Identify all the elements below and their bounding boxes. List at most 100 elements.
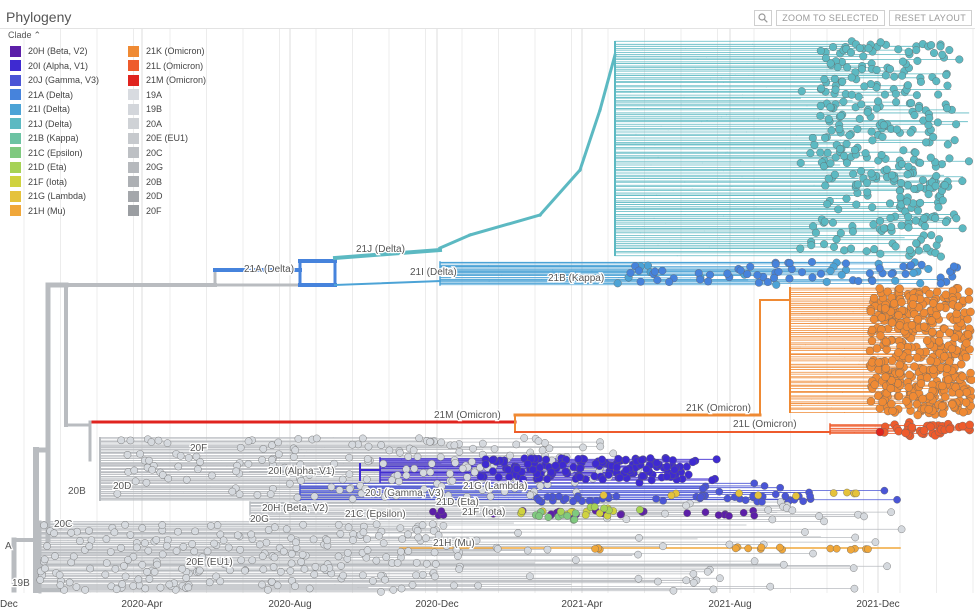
tip-node[interactable] xyxy=(570,515,579,524)
tip-node[interactable] xyxy=(916,279,925,288)
tip-node[interactable] xyxy=(203,547,212,556)
tip-node[interactable] xyxy=(741,496,750,504)
tip-node[interactable] xyxy=(757,543,766,552)
tip-node[interactable] xyxy=(102,559,111,567)
tip-node[interactable] xyxy=(213,521,222,529)
legend-item[interactable]: 21K (Omicron) xyxy=(128,44,228,59)
tip-node[interactable] xyxy=(437,438,446,447)
tip-node[interactable] xyxy=(153,560,161,569)
tip-node[interactable] xyxy=(451,459,460,467)
tip-node[interactable] xyxy=(684,470,693,479)
tip-node[interactable] xyxy=(454,552,462,560)
tip-node[interactable] xyxy=(850,146,859,155)
tip-node[interactable] xyxy=(404,547,413,555)
tip-node[interactable] xyxy=(842,139,851,148)
tip-node[interactable] xyxy=(349,536,357,544)
tip-node[interactable] xyxy=(450,441,459,450)
tip-node[interactable] xyxy=(41,564,49,573)
tip-node[interactable] xyxy=(379,539,388,547)
tip-node[interactable] xyxy=(174,462,183,471)
tip-node[interactable] xyxy=(927,231,936,240)
tip-node[interactable] xyxy=(505,473,514,482)
tip-node[interactable] xyxy=(609,449,618,458)
tip-node[interactable] xyxy=(758,498,766,506)
tip-node[interactable] xyxy=(138,561,147,569)
tip-node[interactable] xyxy=(835,125,844,134)
tip-node[interactable] xyxy=(829,43,838,52)
tip-node[interactable] xyxy=(881,364,891,373)
tip-node[interactable] xyxy=(311,563,320,571)
tip-node[interactable] xyxy=(408,581,417,589)
tip-node[interactable] xyxy=(364,442,373,451)
tip-node[interactable] xyxy=(936,252,945,261)
tip-node[interactable] xyxy=(258,552,267,561)
tip-node[interactable] xyxy=(256,540,264,549)
tip-node[interactable] xyxy=(472,480,481,488)
tip-node[interactable] xyxy=(345,453,354,462)
tip-node[interactable] xyxy=(372,520,381,529)
tip-node[interactable] xyxy=(893,495,901,504)
tip-node[interactable] xyxy=(792,492,800,500)
tip-node[interactable] xyxy=(512,464,521,473)
tip-node[interactable] xyxy=(816,111,825,120)
tip-node[interactable] xyxy=(258,580,266,589)
tip-node[interactable] xyxy=(846,546,855,554)
tip-node[interactable] xyxy=(875,264,884,273)
tip-node[interactable] xyxy=(940,352,949,361)
tip-node[interactable] xyxy=(866,307,876,316)
tip-node[interactable] xyxy=(85,526,93,535)
tip-node[interactable] xyxy=(904,47,913,56)
tip-node[interactable] xyxy=(490,445,499,453)
tip-node[interactable] xyxy=(847,73,856,82)
legend-item[interactable]: 21A (Delta) xyxy=(10,88,128,103)
tip-node[interactable] xyxy=(224,543,233,552)
tip-node[interactable] xyxy=(429,507,437,516)
tip-node[interactable] xyxy=(612,492,621,501)
tip-node[interactable] xyxy=(274,450,283,459)
tip-node[interactable] xyxy=(547,468,556,477)
tip-node[interactable] xyxy=(869,315,879,324)
tip-node[interactable] xyxy=(941,290,950,299)
tip-node[interactable] xyxy=(237,556,245,565)
tip-node[interactable] xyxy=(725,512,733,520)
tip-node[interactable] xyxy=(635,534,643,542)
tip-node[interactable] xyxy=(334,521,343,529)
tip-node[interactable] xyxy=(470,468,479,477)
tip-node[interactable] xyxy=(754,278,763,287)
tip-node[interactable] xyxy=(820,240,829,249)
tip-node[interactable] xyxy=(903,170,912,179)
tip-node[interactable] xyxy=(523,460,532,469)
tip-node[interactable] xyxy=(205,578,214,587)
tip-node[interactable] xyxy=(117,544,125,552)
legend-item[interactable]: 21M (Omicron) xyxy=(128,73,228,88)
tip-node[interactable] xyxy=(922,243,931,252)
tip-node[interactable] xyxy=(334,552,343,561)
tip-node[interactable] xyxy=(838,77,847,86)
reset-layout-button[interactable]: RESET LAYOUT xyxy=(888,10,972,26)
tip-node[interactable] xyxy=(190,547,199,556)
tip-node[interactable] xyxy=(148,466,156,474)
tip-node[interactable] xyxy=(65,578,74,587)
tip-node[interactable] xyxy=(911,148,920,157)
tip-node[interactable] xyxy=(398,535,407,543)
tip-node[interactable] xyxy=(712,455,721,464)
tip-node[interactable] xyxy=(952,120,961,129)
tip-node[interactable] xyxy=(912,91,921,100)
tip-node[interactable] xyxy=(848,227,857,236)
tip-node[interactable] xyxy=(878,397,887,407)
tip-node[interactable] xyxy=(191,527,199,536)
tip-node[interactable] xyxy=(192,559,200,568)
tip-node[interactable] xyxy=(86,564,94,573)
tip-node[interactable] xyxy=(912,399,922,409)
tip-node[interactable] xyxy=(826,544,835,553)
tip-node[interactable] xyxy=(253,491,262,499)
tip-node[interactable] xyxy=(887,508,895,516)
tip-node[interactable] xyxy=(598,475,607,484)
tip-node[interactable] xyxy=(905,370,914,379)
tip-node[interactable] xyxy=(894,348,903,357)
tip-node[interactable] xyxy=(393,471,402,479)
tip-node[interactable] xyxy=(937,401,947,411)
tip-node[interactable] xyxy=(899,146,908,155)
tip-node[interactable] xyxy=(165,580,174,589)
tip-node[interactable] xyxy=(886,214,895,223)
